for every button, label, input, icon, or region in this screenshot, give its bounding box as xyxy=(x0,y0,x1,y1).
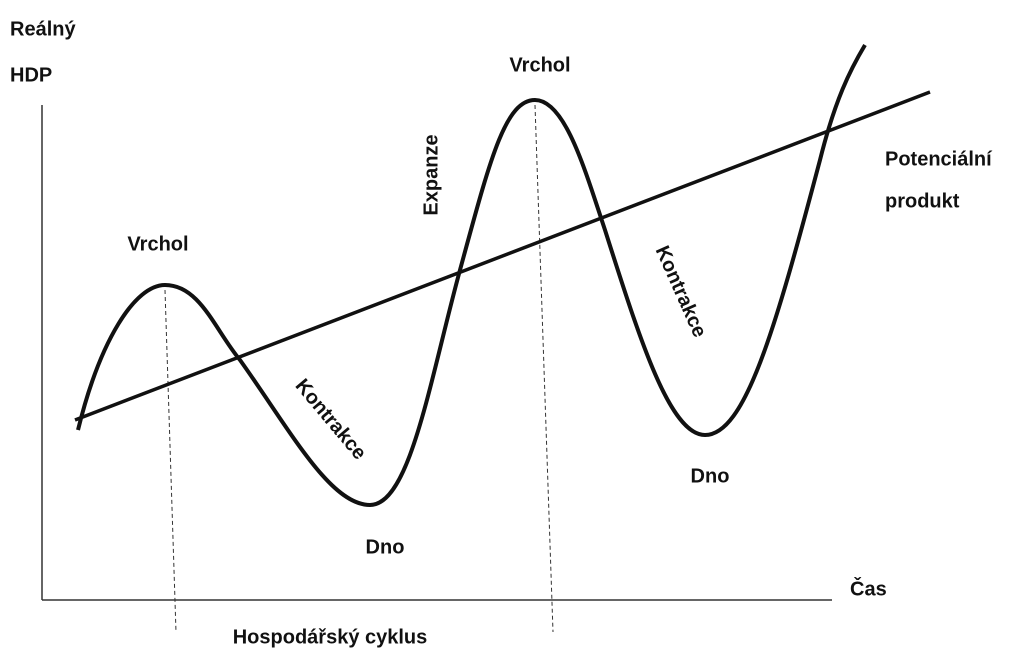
cycle-curve xyxy=(76,43,867,508)
y-axis-label: HDP xyxy=(10,64,52,86)
trough-label: Dno xyxy=(366,536,405,558)
peak-label: Vrchol xyxy=(127,233,188,255)
peak-label: Vrchol xyxy=(509,54,570,76)
expansion-label: Expanze xyxy=(420,134,442,215)
dashed-line xyxy=(164,289,177,633)
trend-label: Potenciální xyxy=(885,148,993,170)
y-axis-label: Reálný xyxy=(10,18,76,40)
cycle-label: Hospodářský cyklus xyxy=(233,626,428,648)
trend-label: produkt xyxy=(885,190,960,212)
trend-line xyxy=(74,90,931,422)
contraction-label: Kontrakce xyxy=(651,243,711,341)
dashed-line xyxy=(534,104,554,633)
trough-label: Dno xyxy=(691,465,730,487)
x-axis-label: Čas xyxy=(850,576,887,600)
